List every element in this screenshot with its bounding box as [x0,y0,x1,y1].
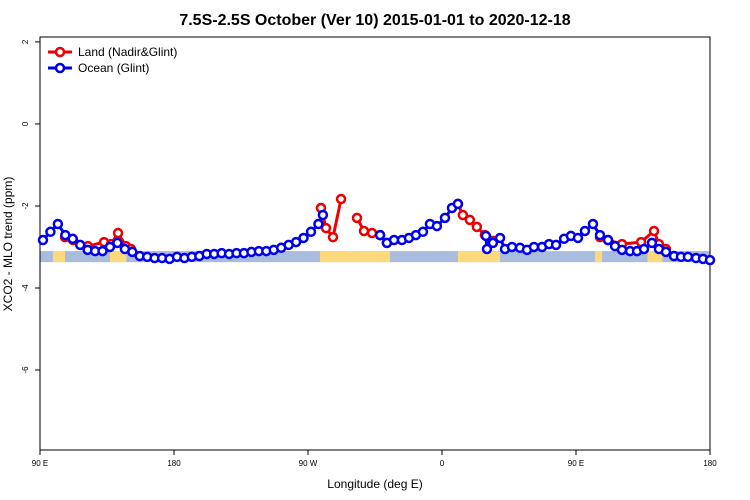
data-point [112,227,124,239]
data-point [358,225,370,237]
data-point [494,232,506,244]
data-point [305,226,317,238]
y-tick-label: 0 [21,121,30,126]
data-point [127,246,138,258]
data-point [313,218,324,230]
data-point [298,232,309,244]
data-point [45,226,56,238]
data-point [431,220,443,232]
data-point [52,218,64,230]
data-point [452,198,464,210]
data-point [481,243,493,255]
data-point [682,251,694,263]
data-point [366,227,378,239]
x-axis-label: Longitude (deg E) [327,477,422,491]
land-band [457,251,501,263]
data-point [648,225,660,237]
y-tick-label: -2 [21,202,30,210]
y-axis-label: XCO2 - MLO trend (ppm) [1,177,15,312]
legend-marker [54,46,66,58]
data-point [646,237,658,249]
x-tick-label: 180 [167,459,181,468]
data-point [112,237,123,249]
data-point [351,212,363,224]
data-point [587,218,599,230]
x-tick-label: 90 W [299,459,318,468]
data-point [374,229,386,241]
land-band [52,251,66,263]
data-point [594,229,606,241]
y-tick-label: -6 [21,366,30,374]
x-tick-label: 0 [440,459,445,468]
x-tick-label: 90 E [568,459,584,468]
data-point [320,222,332,234]
data-point [602,234,614,246]
data-point [464,214,476,226]
y-tick-label: 2 [21,39,30,44]
data-point [439,212,451,224]
data-point [550,239,562,251]
data-point [335,193,347,205]
data-point [704,254,716,266]
data-point [327,231,339,243]
legend-label: Land (Nadir&Glint) [78,45,177,59]
legend-marker [54,62,66,74]
data-point [471,221,483,233]
land-band [594,251,603,263]
data-point [417,226,429,238]
data-point [317,209,329,221]
data-point [457,209,469,221]
chart-title: 7.5S-2.5S October (Ver 10) 2015-01-01 to… [179,12,570,29]
data-point [74,239,86,251]
data-point [506,241,518,253]
data-point [290,236,302,248]
data-point [660,246,672,258]
data-point [579,225,591,237]
land-band [319,251,390,263]
x-tick-label: 180 [703,459,717,468]
data-point [37,234,49,246]
legend-label: Ocean (Glint) [78,61,149,75]
data-point [572,232,584,244]
data-point [638,243,650,255]
y-tick-label: -4 [21,284,30,292]
land-band [647,251,663,263]
data-point [97,245,108,257]
data-point [616,244,628,256]
data-point [67,233,79,245]
data-point [487,237,499,249]
data-point [480,230,492,242]
data-point [104,241,116,253]
x-tick-label: 90 E [32,459,48,468]
land-band [109,251,127,263]
